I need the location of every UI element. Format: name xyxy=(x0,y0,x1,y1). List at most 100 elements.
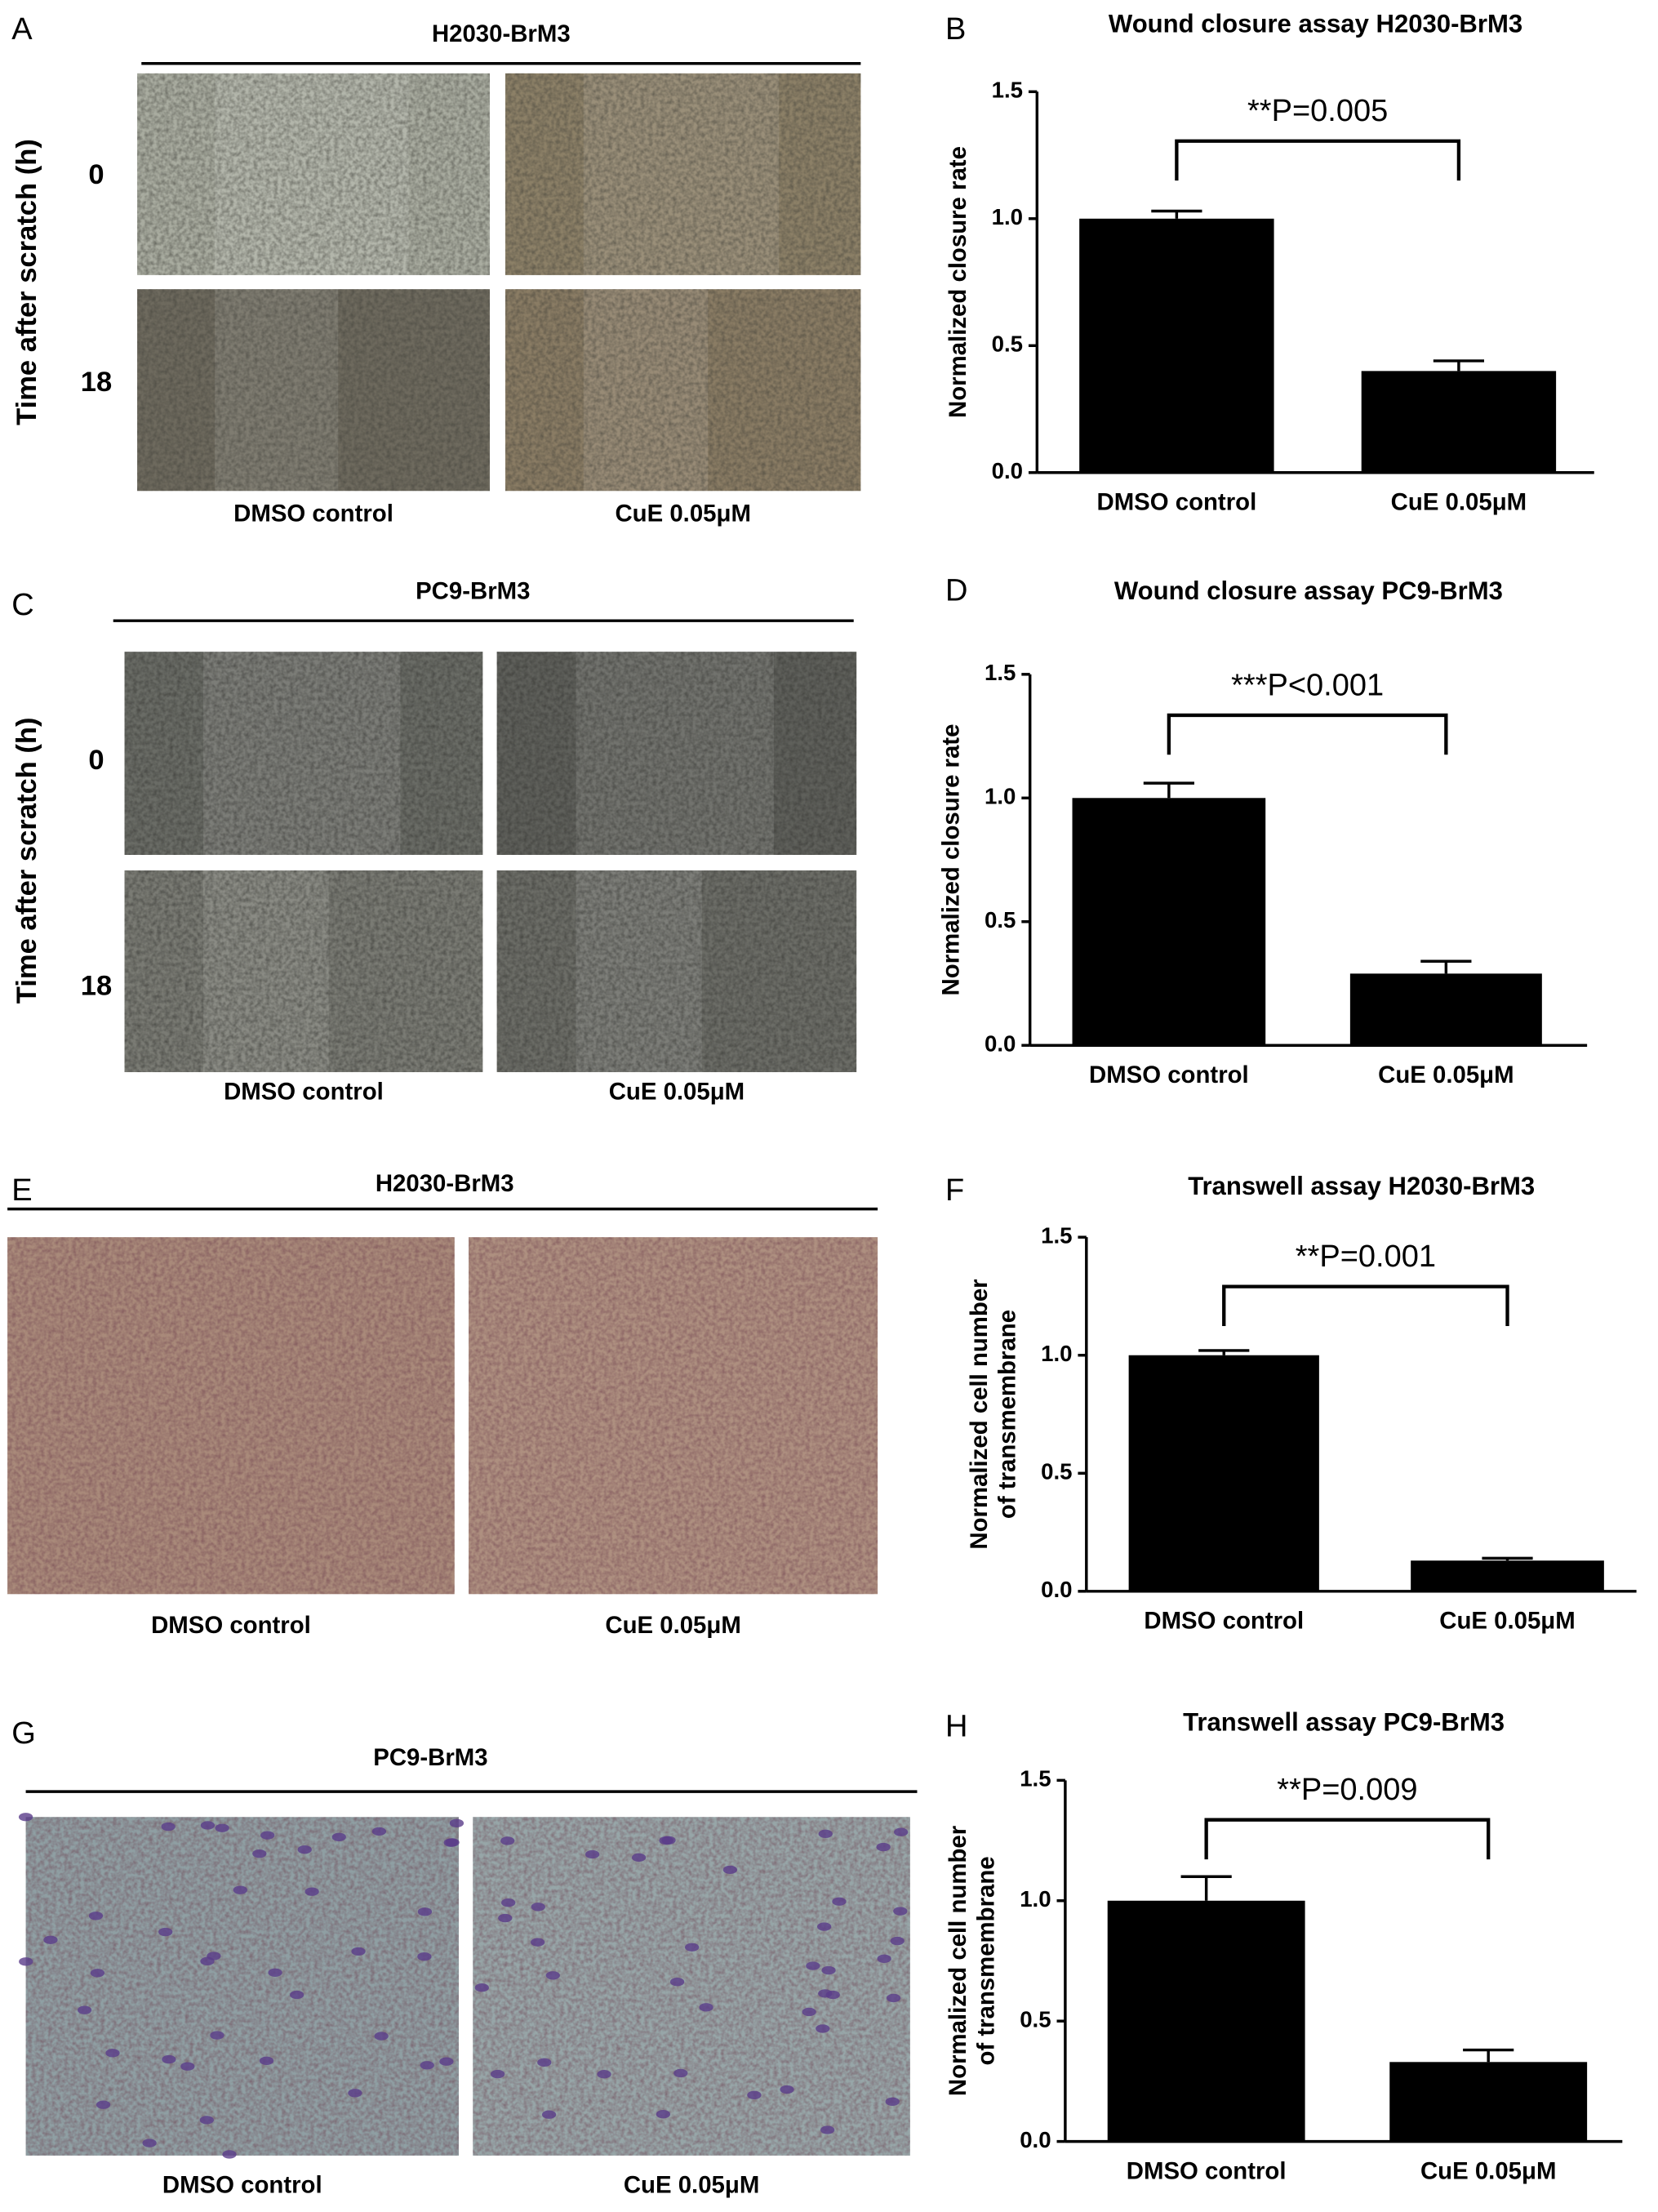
stained-cell xyxy=(631,1853,647,1863)
row-axis-label: Time after scratch (h) xyxy=(11,139,42,425)
texture xyxy=(137,289,490,492)
stained-cell xyxy=(885,2097,900,2107)
row-label: 0 xyxy=(88,159,104,190)
stained-cell xyxy=(210,2031,224,2040)
bar xyxy=(1079,218,1274,473)
stained-cell xyxy=(498,1913,513,1923)
stained-cell xyxy=(501,1898,516,1907)
y-tick-label: 0.0 xyxy=(1020,2127,1051,2152)
stained-cell xyxy=(530,1938,545,1947)
stained-cell xyxy=(348,2089,362,2098)
stained-cell xyxy=(417,1952,432,1961)
y-tick-label: 1.5 xyxy=(1041,1222,1072,1248)
y-axis-label: Normalized closure rate xyxy=(937,724,964,996)
y-tick-label: 0.0 xyxy=(992,458,1023,483)
stained-cell xyxy=(162,2054,176,2064)
stained-cell xyxy=(821,1965,836,1975)
texture xyxy=(473,1817,910,2156)
stained-cell xyxy=(158,1927,173,1937)
panel-header: PC9-BrM3 xyxy=(373,1744,487,1771)
column-label: CuE 0.05μM xyxy=(609,1079,745,1106)
error-bar xyxy=(1420,959,1472,974)
stained-cell xyxy=(77,2005,92,2014)
stained-cell xyxy=(890,1936,905,1946)
stained-cell xyxy=(585,1849,600,1859)
stained-cell xyxy=(474,1983,489,1992)
significance-annotation: **P=0.001 xyxy=(1296,1240,1436,1274)
column-label: CuE 0.05μM xyxy=(615,500,750,527)
panel-header: H2030-BrM3 xyxy=(376,1170,514,1197)
panel-letter: A xyxy=(11,12,33,47)
column-label: CuE 0.05μM xyxy=(605,1612,740,1639)
y-tick-label: 0.5 xyxy=(992,332,1023,357)
texture xyxy=(505,289,861,492)
y-tick-label: 0.0 xyxy=(1041,1577,1072,1602)
texture xyxy=(124,870,483,1073)
significance-annotation: ***P<0.001 xyxy=(1231,668,1384,702)
stained-cell xyxy=(832,1897,847,1906)
stained-cell xyxy=(699,2003,713,2012)
column-label: CuE 0.05μM xyxy=(624,2172,759,2199)
texture xyxy=(7,1237,455,1595)
stained-cell xyxy=(449,1818,465,1828)
texture xyxy=(137,73,490,275)
error-bar xyxy=(1433,359,1485,372)
stained-cell xyxy=(252,1849,267,1858)
row-label: 18 xyxy=(81,367,112,398)
stained-cell xyxy=(817,1922,832,1931)
panel-letter: G xyxy=(11,1716,36,1751)
x-tick-label: DMSO control xyxy=(1097,489,1257,516)
row-label: 18 xyxy=(81,971,112,1002)
x-tick-label: DMSO control xyxy=(1127,2157,1287,2184)
texture xyxy=(496,652,857,855)
chart-title: Wound closure assay H2030-BrM3 xyxy=(1109,9,1522,38)
stained-cell xyxy=(304,1887,319,1896)
significance-bracket xyxy=(1175,139,1461,181)
stained-cell xyxy=(802,2007,816,2017)
stained-cell xyxy=(747,2090,762,2100)
y-axis-label: of transmembrane xyxy=(973,1856,1000,2065)
bar xyxy=(1072,798,1266,1046)
panel-letter: F xyxy=(945,1173,964,1208)
stained-cell xyxy=(443,1838,458,1847)
error-bar xyxy=(1463,2048,1514,2063)
row-axis-label: Time after scratch (h) xyxy=(11,718,42,1004)
y-axis-label: Normalized cell number xyxy=(945,1826,971,2096)
stained-cell xyxy=(537,2058,552,2067)
stained-cell xyxy=(374,2032,389,2041)
y-tick-label: 0.5 xyxy=(985,907,1016,932)
stained-cell xyxy=(545,1971,560,1980)
stained-cell xyxy=(894,1827,909,1836)
bar xyxy=(1128,1355,1319,1591)
chart-title: Transwell assay PC9-BrM3 xyxy=(1183,1707,1505,1736)
stained-cell xyxy=(90,1969,105,1978)
stained-cell xyxy=(19,1957,33,1966)
stained-cell xyxy=(297,1845,312,1854)
stained-cell xyxy=(531,1903,545,1912)
x-tick-label: DMSO control xyxy=(1144,1608,1304,1635)
stained-cell xyxy=(684,1943,700,1952)
stained-cell xyxy=(180,2062,195,2071)
y-tick-label: 1.0 xyxy=(1020,1886,1051,1912)
panel-header: H2030-BrM3 xyxy=(432,20,571,47)
stained-cell xyxy=(820,2125,835,2134)
stained-cell xyxy=(88,1912,104,1920)
stained-cell xyxy=(233,1885,247,1894)
stained-cell xyxy=(215,1823,229,1832)
stained-cell xyxy=(290,1990,304,2000)
stained-cell xyxy=(331,1832,346,1842)
y-tick-label: 0.5 xyxy=(1041,1459,1072,1484)
stained-cell xyxy=(541,2110,557,2119)
panel-letter: D xyxy=(945,574,967,608)
bar xyxy=(1349,973,1542,1046)
y-tick-label: 0.5 xyxy=(1020,2006,1051,2032)
chart-title: Transwell assay H2030-BrM3 xyxy=(1188,1172,1535,1200)
stained-cell xyxy=(780,2085,794,2094)
y-tick-label: 1.0 xyxy=(992,204,1023,229)
stained-cell xyxy=(18,1813,33,1822)
stained-cell xyxy=(222,2150,237,2159)
stained-cell xyxy=(259,2056,274,2066)
stained-cell xyxy=(199,2116,214,2125)
